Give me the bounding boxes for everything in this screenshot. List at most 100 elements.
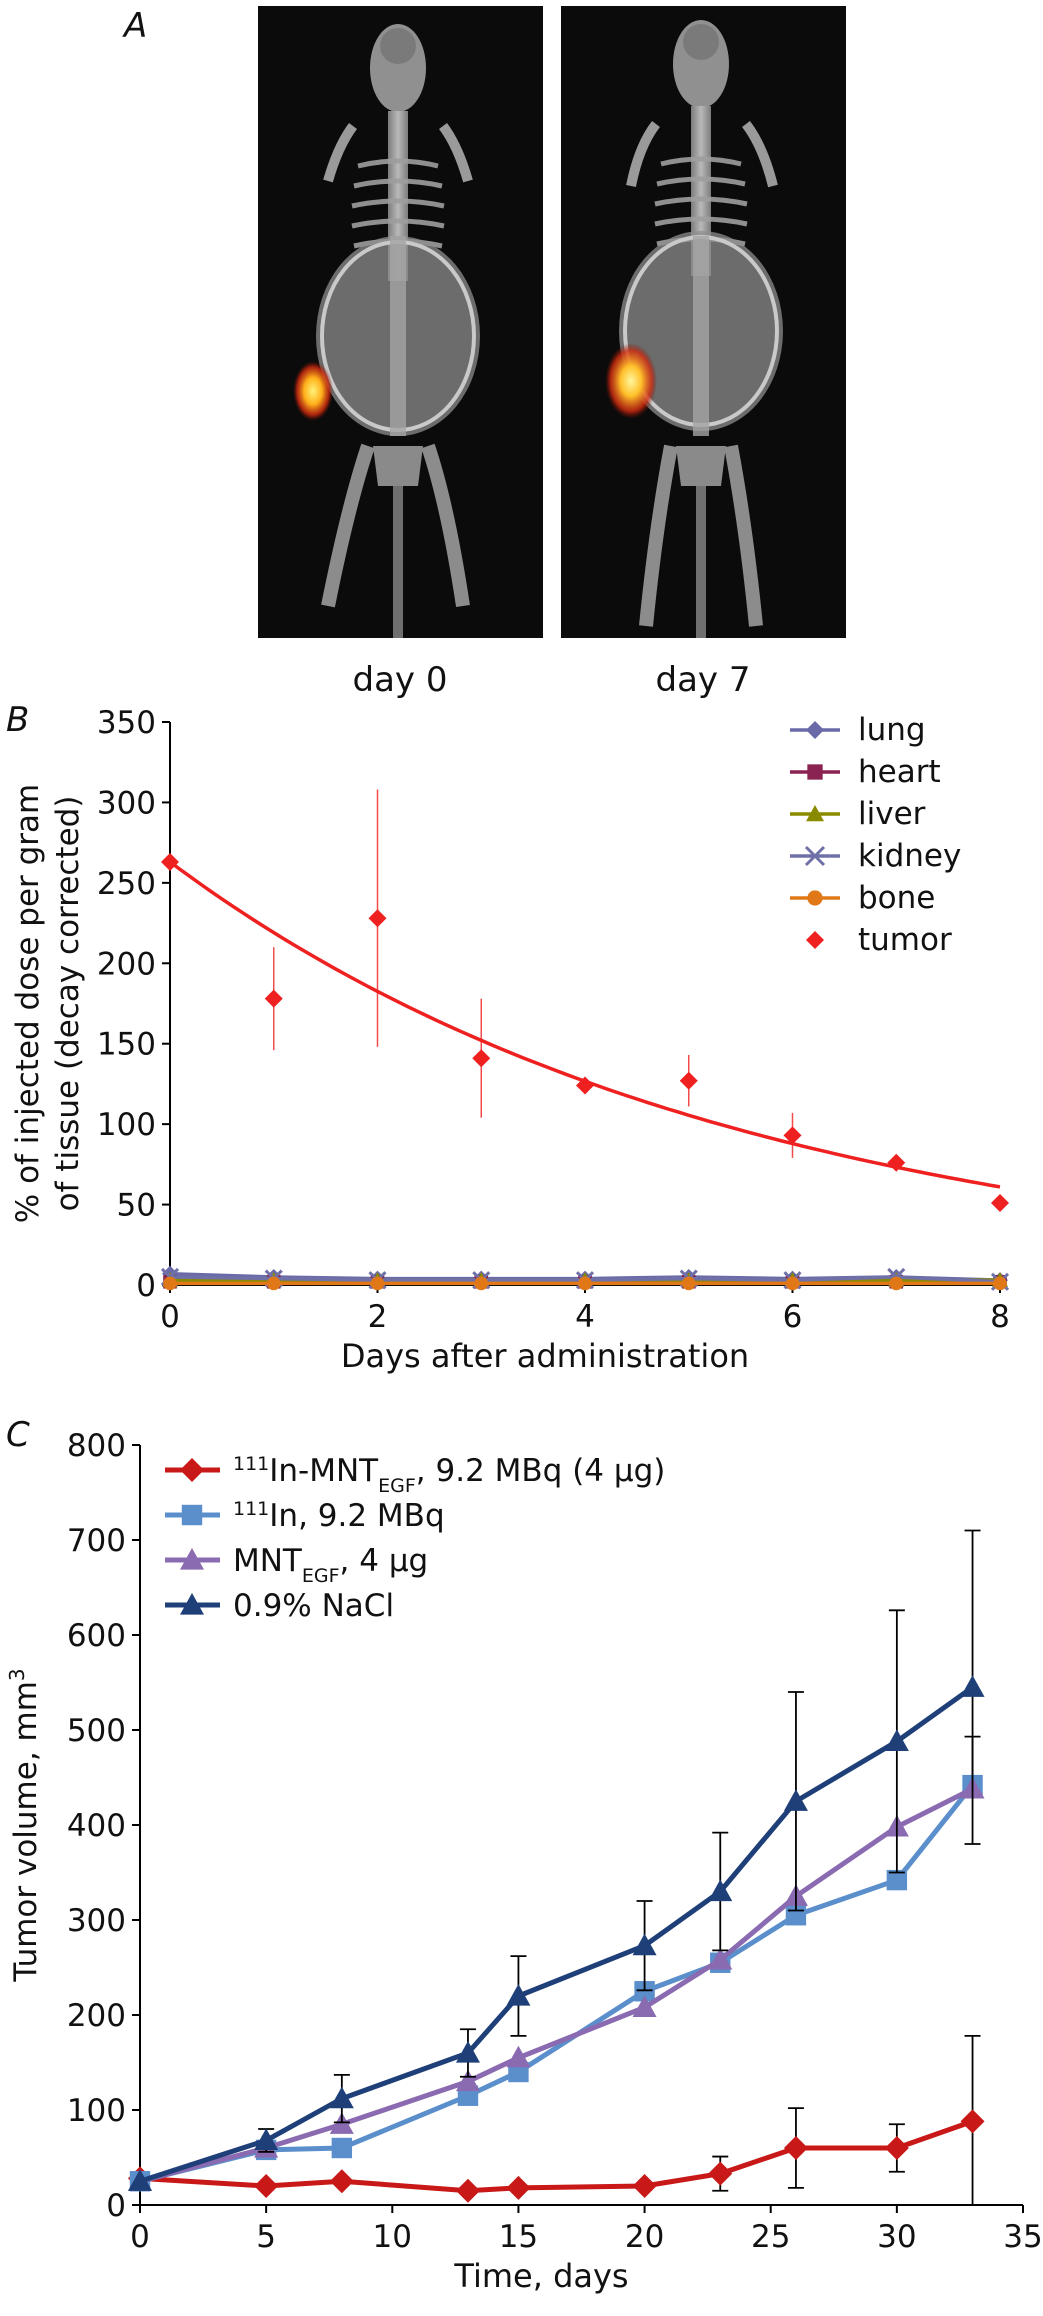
data-point-bone (681, 1276, 696, 1291)
series-2 (128, 1735, 985, 2191)
tumor-hotspot-day0 (293, 361, 333, 421)
data-point (254, 2174, 279, 2198)
legend-marker (180, 1593, 204, 1615)
data-point (632, 2174, 657, 2198)
data-point (632, 1933, 657, 1956)
data-point (960, 1675, 985, 1697)
legend-label-bone: bone (858, 880, 935, 916)
data-point (455, 2041, 480, 2063)
y-axis-label-line: of tissue (decay corrected) (50, 796, 86, 1212)
panel-c-letter: C (6, 1415, 30, 1455)
y-tick-label: 600 (67, 1618, 126, 1654)
scan-caption-day7: day 7 (655, 660, 751, 700)
series-line (139, 1786, 974, 2184)
data-point (708, 1947, 733, 1970)
legend-item-1: 111In, 9.2 MBq (165, 1498, 445, 1534)
series-0 (128, 2035, 985, 2206)
data-point (329, 2169, 354, 2194)
biodistribution-chart: 0 50 100 150 200 250 300 350 0 2 4 6 8 Days after adm… (10, 705, 1010, 1375)
data-point (506, 2175, 531, 2200)
x-tick-label: 35 (1003, 2219, 1042, 2255)
y-tick-label: 0 (106, 2188, 126, 2224)
legend-marker-lung (806, 721, 824, 739)
legend-item-heart: heart (790, 754, 941, 790)
data-point (506, 2045, 531, 2068)
x-tick-label: 0 (130, 2219, 150, 2255)
data-point (455, 2178, 480, 2203)
data-point (884, 2136, 909, 2160)
data-point-tumor (576, 1076, 594, 1095)
ct-scan-day7-image (561, 6, 846, 638)
legend-item-bone: bone (790, 880, 935, 916)
x-tick-label: 8 (990, 1299, 1010, 1335)
x-tick-label: 5 (256, 2219, 276, 2255)
series-3 (128, 1529, 985, 2191)
y-tick-label: 300 (97, 785, 156, 821)
y-tick-label: 100 (97, 1107, 156, 1143)
data-point-bone (785, 1276, 800, 1291)
data-point-bone (889, 1276, 904, 1291)
tumor-hotspot-day7 (605, 343, 657, 419)
data-point-tumor (161, 852, 179, 871)
y-axis-label-main: Tumor volume, mm (8, 1681, 44, 1983)
x-tick-label: 6 (783, 1299, 803, 1335)
legend-marker (180, 1458, 204, 1482)
data-point (254, 2128, 279, 2150)
legend-label-kidney: kidney (858, 838, 961, 874)
legend-label-tumor: tumor (858, 922, 952, 958)
scan-caption-day0: day 0 (352, 660, 448, 700)
legend-marker-bone (807, 890, 823, 906)
data-point (331, 2137, 353, 2159)
data-point (329, 2086, 354, 2109)
data-point-tumor (472, 1049, 491, 1068)
y-tick-label: 50 (117, 1188, 156, 1224)
series-bone (163, 1276, 1007, 1291)
legend-marker-kidney (804, 845, 826, 867)
data-point-tumor (264, 989, 283, 1008)
x-tick-label: 20 (625, 2219, 664, 2255)
legend-item-0: 111In-MNTEGF, 9.2 MBq (4 μg) (165, 1453, 665, 1497)
legend-item-liver: liver (790, 796, 926, 832)
data-point-tumor (679, 1071, 698, 1090)
y-tick-label: 0 (136, 1268, 156, 1304)
panel-b-letter: B (6, 700, 30, 740)
series-line (139, 1685, 974, 2184)
data-point-bone (266, 1276, 281, 1291)
y-tick-label: 800 (67, 1428, 126, 1464)
x-tick-label: 4 (575, 1299, 595, 1335)
series-tumor (161, 789, 1009, 1212)
legend-item-tumor: tumor (806, 922, 952, 958)
legend-marker (181, 1504, 203, 1526)
legend-item-2: MNTEGF, 4 μg (165, 1543, 428, 1587)
data-point (634, 1981, 655, 2002)
x-tick-label: 25 (751, 2219, 790, 2255)
y-tick-label: 200 (67, 1998, 126, 2034)
legend-marker-heart (807, 764, 823, 780)
y-tick-label: 300 (67, 1903, 126, 1939)
data-point (960, 2109, 985, 2134)
series-line (139, 2119, 974, 2194)
x-tick-label: 10 (373, 2219, 412, 2255)
legend-item-lung: lung (790, 712, 926, 748)
data-point (128, 2169, 152, 2191)
legend-marker-liver (806, 805, 824, 822)
legend-item-kidney: kidney (790, 838, 961, 874)
data-point-tumor (368, 909, 387, 928)
legend-marker-tumor (806, 931, 824, 949)
y-tick-label: 700 (67, 1523, 126, 1559)
panel-a-letter: A (124, 6, 148, 46)
ct-scan-day0-image (258, 6, 543, 638)
y-axis-label-sup: 3 (5, 1668, 29, 1681)
legend-label: 111In, 9.2 MBq (233, 1498, 445, 1534)
skeleton-illustration-day0 (258, 6, 543, 638)
x-tick-label: 30 (877, 2219, 916, 2255)
tumor-volume-chart: 0 100 200 300 400 500 600 700 800 0 5 10 15 20 25 30 35 T… (5, 1428, 1043, 2295)
skeleton-illustration-day7 (561, 6, 846, 638)
data-point (506, 1984, 531, 2006)
data-point (783, 2136, 808, 2160)
data-point-bone (474, 1276, 489, 1291)
data-point-tumor (783, 1126, 802, 1145)
data-point (884, 1729, 909, 1751)
data-point (708, 1879, 733, 1902)
legend-label: 0.9% NaCl (233, 1588, 394, 1624)
